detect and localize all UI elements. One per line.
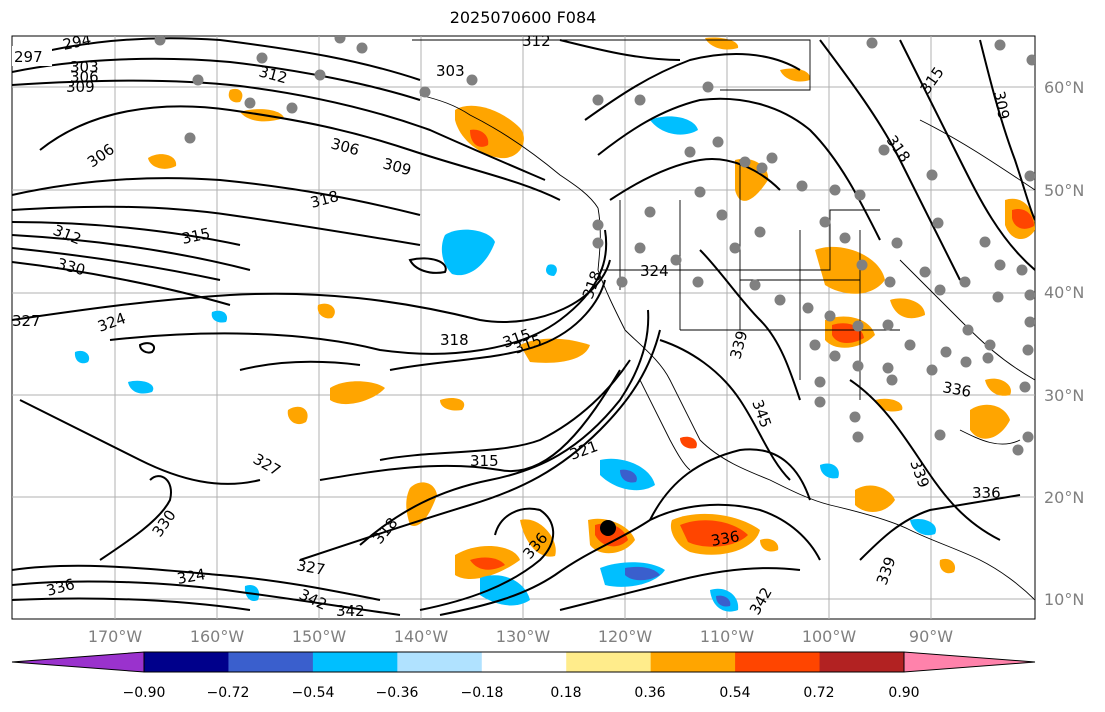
contour-label: 336	[941, 378, 972, 401]
lat-label: 30°N	[1044, 386, 1084, 405]
coastlines	[412, 39, 1035, 601]
colorbar-tick-label: 0.72	[803, 685, 834, 701]
colorbar-swatch	[735, 652, 821, 672]
colorbar-swatch	[228, 652, 314, 672]
lon-label: 150°W	[292, 627, 347, 646]
contour-label: 327	[12, 312, 41, 330]
colorbar-tick-label: 0.18	[550, 685, 581, 701]
colorbar-tick-label: −0.72	[207, 685, 250, 701]
colorbar-swatch	[819, 652, 905, 672]
colorbar-extend-max	[904, 652, 1035, 672]
storm-markers	[600, 520, 616, 536]
contour-label: 297	[14, 48, 43, 66]
lon-label: 100°W	[802, 627, 857, 646]
colorbar-tick-label: −0.36	[376, 685, 419, 701]
lon-label: 170°W	[88, 627, 143, 646]
lat-label: 50°N	[1044, 181, 1084, 200]
longitude-axis: 170°W 160°W 150°W 140°W 130°W 120°W 110°…	[88, 627, 953, 646]
contour-label: 324	[640, 262, 669, 280]
contour-label: 309	[990, 90, 1013, 121]
colorbar: −0.90 −0.72 −0.54 −0.36 −0.18 0.18 0.36 …	[11, 651, 1036, 701]
colorbar-swatches	[12, 652, 1035, 672]
colorbar-ticks: −0.90 −0.72 −0.54 −0.36 −0.18 0.18 0.36 …	[123, 685, 920, 701]
lon-gridlines	[114, 36, 932, 619]
contour-label: 336	[710, 527, 741, 550]
colorbar-tick-label: −0.90	[123, 685, 166, 701]
contour-label: 315	[470, 452, 499, 470]
contour-label: 309	[66, 78, 95, 96]
colorbar-swatch	[312, 652, 398, 672]
contour-label: 303	[436, 62, 465, 80]
lon-label: 130°W	[496, 627, 551, 646]
contour-label: 327	[295, 556, 326, 579]
lat-label: 20°N	[1044, 488, 1084, 507]
contour-label: 315	[180, 224, 212, 248]
contour-label: 336	[972, 484, 1001, 502]
colorbar-swatch	[397, 652, 483, 672]
contour-label: 306	[70, 68, 99, 86]
colorbar-tick-label: −0.54	[292, 685, 335, 701]
contour-label: 318	[440, 331, 469, 349]
lat-label: 60°N	[1044, 78, 1084, 97]
colorbar-extend-min	[12, 652, 144, 672]
lon-label: 120°W	[598, 627, 653, 646]
colorbar-tick-label: −0.18	[461, 685, 504, 701]
lat-label: 40°N	[1044, 283, 1084, 302]
contour-label: 342	[336, 602, 365, 620]
colorbar-tick-label: 0.36	[634, 685, 665, 701]
lon-label: 160°W	[190, 627, 245, 646]
shade-alaska	[455, 105, 524, 159]
lon-label: 110°W	[700, 627, 755, 646]
colorbar-swatch	[481, 652, 567, 672]
latitude-axis: 60°N 50°N 40°N 30°N 20°N 10°N	[1044, 78, 1084, 609]
map-panel: 297 294 303 306 309 312 312 303 306 309 …	[11, 30, 1036, 620]
lon-label: 140°W	[394, 627, 449, 646]
contour-label: 303	[70, 58, 99, 76]
colorbar-tick-label: 0.90	[888, 685, 919, 701]
lon-label: 90°W	[909, 627, 953, 646]
contour-label: 312	[522, 32, 551, 50]
height-contours	[12, 37, 1035, 616]
contour-label: 294	[61, 30, 93, 54]
map-title: 2025070600 F084	[449, 8, 597, 27]
observation-dots	[154, 36, 1035, 456]
colorbar-swatch	[144, 652, 229, 672]
colorbar-swatch	[650, 652, 736, 672]
contour-label: 324	[176, 565, 207, 588]
lat-label: 10°N	[1044, 590, 1084, 609]
colorbar-swatch	[566, 652, 652, 672]
colorbar-tick-label: 0.54	[719, 685, 750, 701]
